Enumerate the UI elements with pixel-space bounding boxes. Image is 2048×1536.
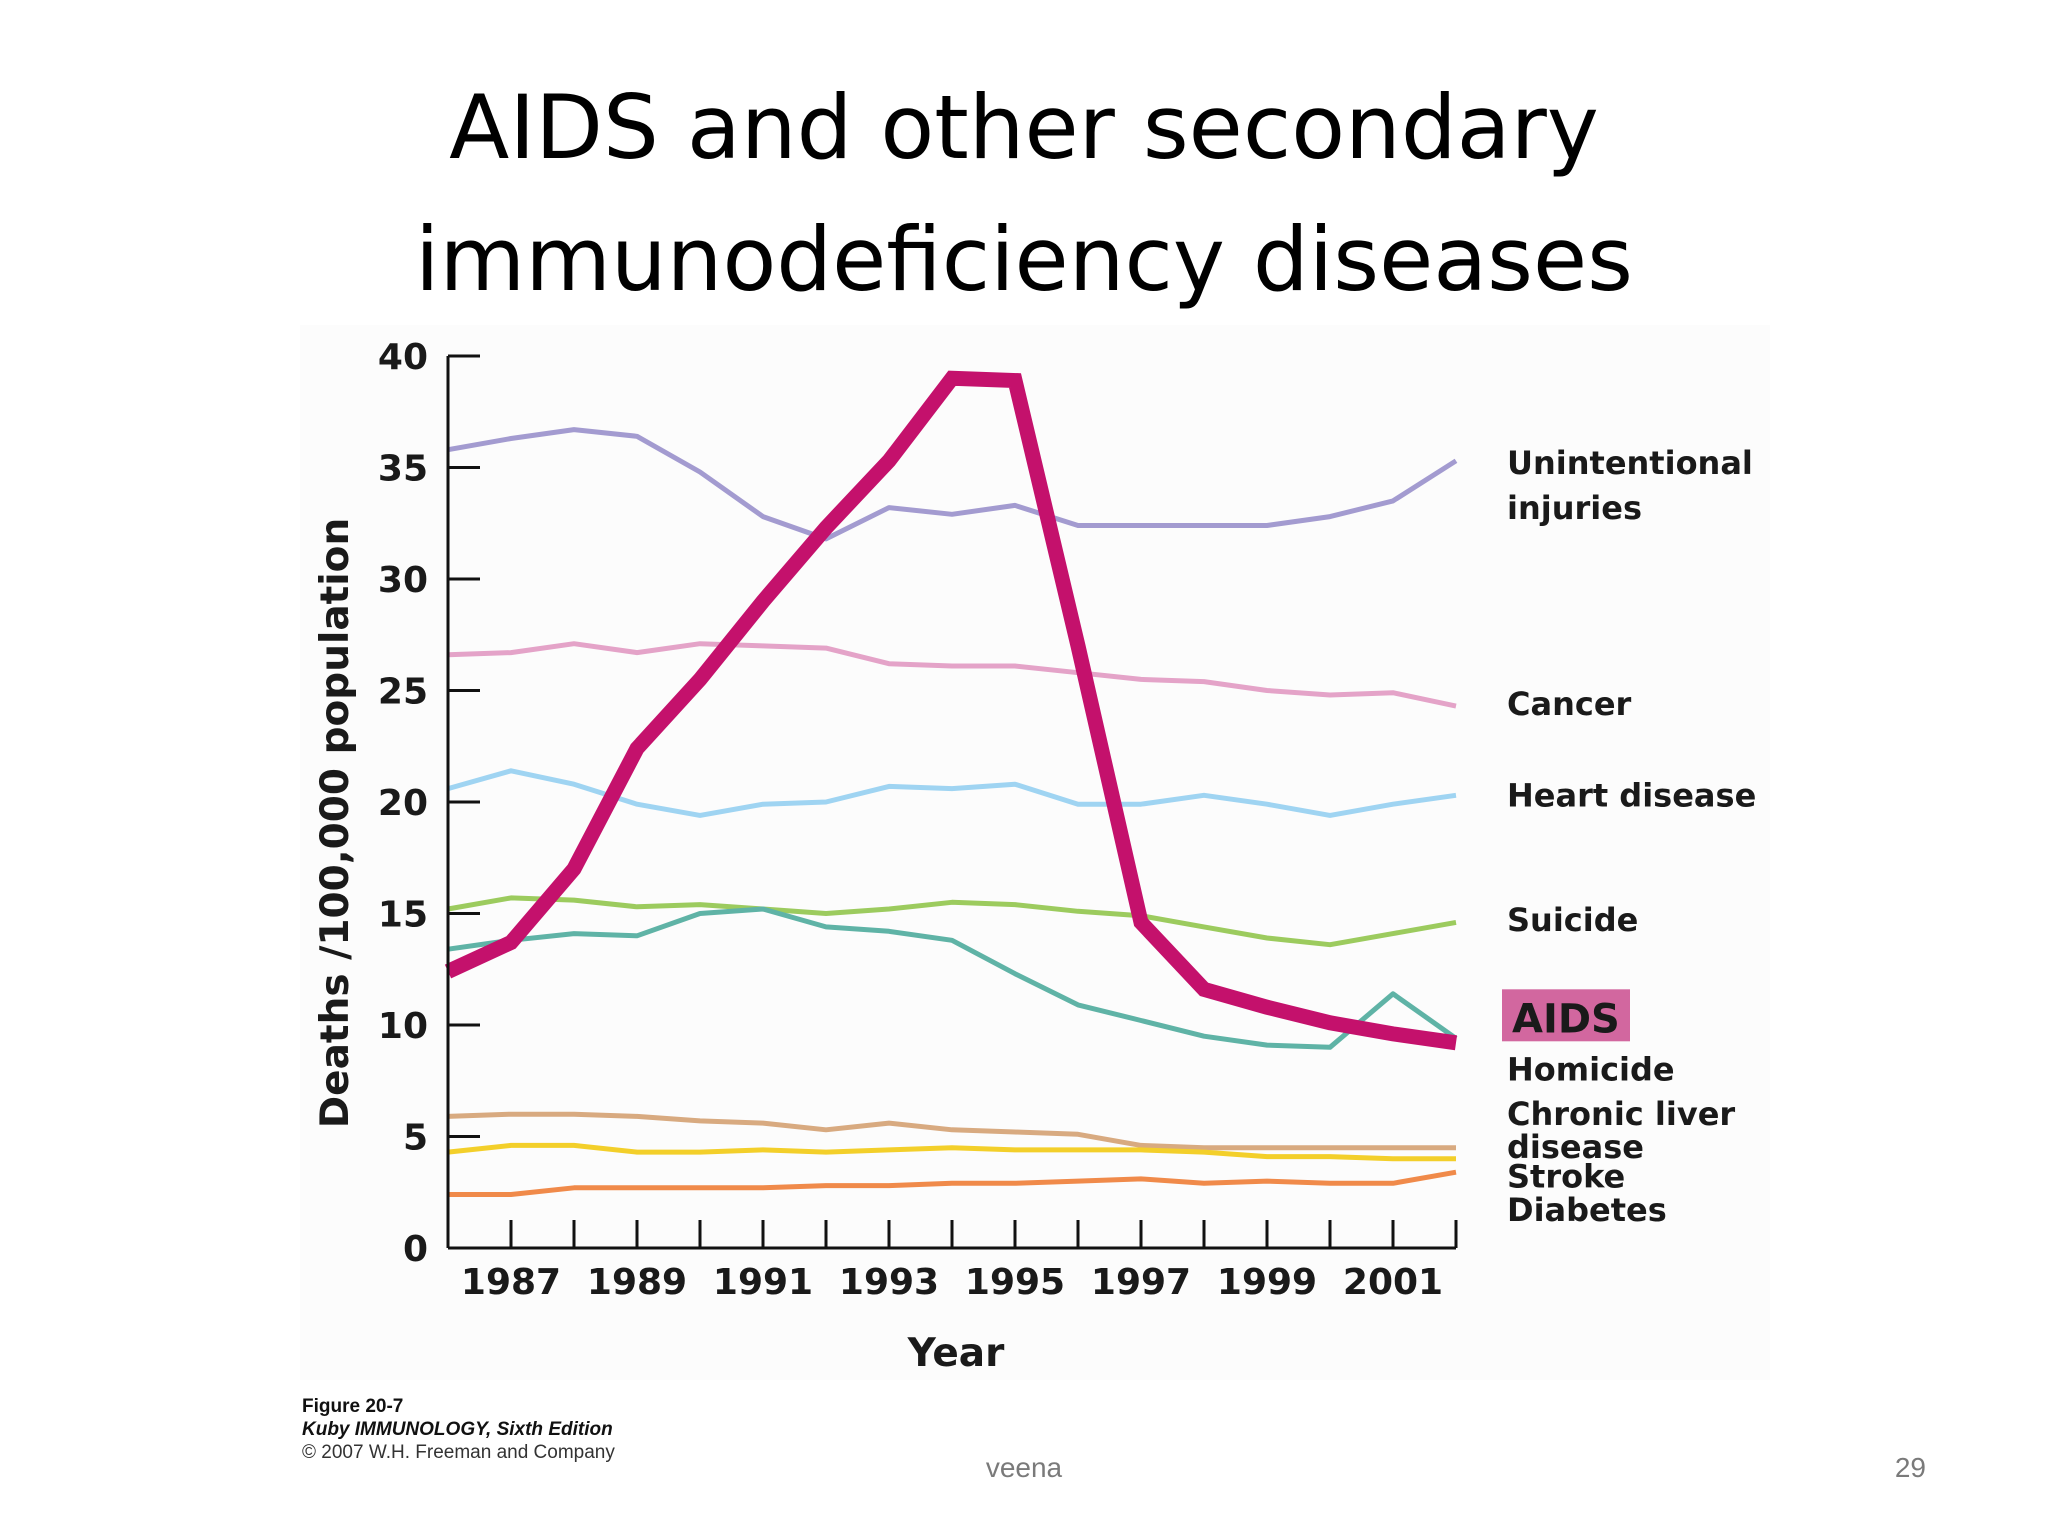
y-axis-title: Deaths /100,000 population xyxy=(313,518,358,1128)
x-tick-label: 1989 xyxy=(587,1262,687,1303)
aids-label-highlight xyxy=(1502,989,1630,1042)
series-label-diabetes: Diabetes xyxy=(1507,1191,1667,1229)
series-label-unintentional-injuries: Unintentional xyxy=(1507,444,1753,482)
slide-title: AIDS and other secondary immunodeficienc… xyxy=(0,62,2048,326)
caption-figure-number: Figure 20-7 xyxy=(302,1396,404,1417)
y-tick-label: 20 xyxy=(378,783,428,824)
x-tick-label: 1997 xyxy=(1091,1262,1191,1303)
series-label-aids: AIDS xyxy=(1512,996,1620,1042)
y-tick-label: 15 xyxy=(378,895,428,936)
y-tick-label: 0 xyxy=(403,1229,428,1270)
series-line-cancer xyxy=(447,641,1457,709)
slide-title-line-2: immunodeficiency diseases xyxy=(415,208,1633,311)
x-tick-label: 1995 xyxy=(965,1262,1065,1303)
series-label-stroke: Stroke xyxy=(1507,1158,1625,1196)
series-label-unintentional-injuries: injuries xyxy=(1507,489,1642,527)
caption-copyright: © 2007 W.H. Freeman and Company xyxy=(302,1442,615,1463)
footer-author: veena xyxy=(985,1452,1063,1483)
x-tick-label: 1987 xyxy=(461,1262,561,1303)
x-tick-label: 1991 xyxy=(713,1262,813,1303)
y-tick-label: 35 xyxy=(378,449,428,490)
y-tick-label: 25 xyxy=(378,672,428,713)
series-label-homicide: Homicide xyxy=(1507,1051,1675,1089)
x-tick-label: 1993 xyxy=(839,1262,939,1303)
series-line-suicide xyxy=(447,895,1457,948)
series-label-chronic-liver-disease: disease xyxy=(1507,1128,1644,1166)
y-tick-label: 10 xyxy=(378,1006,428,1047)
page-number: 29 xyxy=(1894,1452,1926,1483)
series-label-chronic-liver-disease: Chronic liver xyxy=(1507,1095,1735,1133)
series-line-unintentional-injuries xyxy=(447,427,1458,542)
y-tick-label: 40 xyxy=(378,337,428,378)
series-line-stroke xyxy=(447,1142,1456,1162)
x-axis-title: Year xyxy=(907,1331,1005,1376)
slide-title-line-1: AIDS and other secondary xyxy=(449,76,1599,179)
series-line-aids xyxy=(444,370,1458,1051)
series-label-cancer: Cancer xyxy=(1507,685,1632,723)
y-tick-label: 5 xyxy=(403,1118,428,1159)
series-line-chronic-liver-disease xyxy=(447,1111,1456,1151)
figure-caption: Figure 20-7 Kuby IMMUNOLOGY, Sixth Editi… xyxy=(302,1395,615,1464)
y-tick-label: 30 xyxy=(378,560,428,601)
x-tick-label: 2001 xyxy=(1343,1262,1443,1303)
series-line-diabetes xyxy=(448,1169,1457,1197)
caption-book-title: Kuby IMMUNOLOGY, Sixth Edition xyxy=(302,1419,613,1440)
series-line-homicide xyxy=(447,906,1458,1050)
series-label-suicide: Suicide xyxy=(1507,901,1638,939)
x-tick-label: 1999 xyxy=(1217,1262,1317,1303)
figure-background xyxy=(300,325,1770,1380)
series-label-heart-disease: Heart disease xyxy=(1507,776,1756,814)
